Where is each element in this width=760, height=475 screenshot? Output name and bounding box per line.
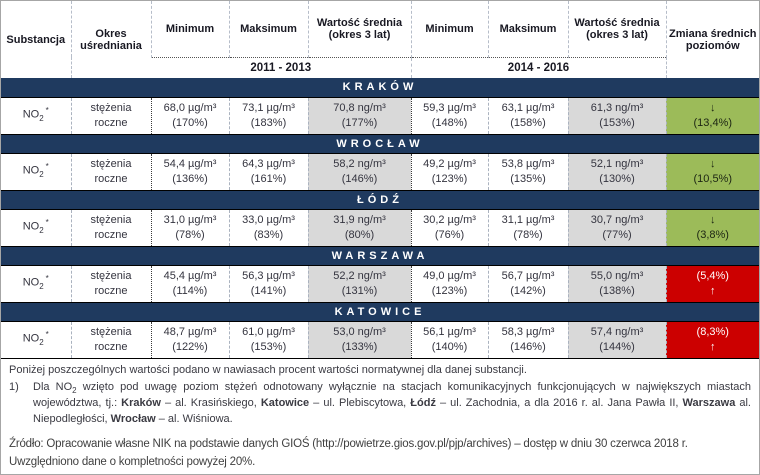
substance-cell: NO2*: [1, 152, 71, 191]
avg-2014-2016-cell: 61,3 ng/m³ (153%): [567, 96, 666, 135]
max-2011-2013-cell: 61,0 µg/m³ (153%): [228, 320, 308, 359]
averaging-period-cell: stężenia roczne: [70, 152, 151, 191]
substance-cell: NO2*: [1, 96, 71, 135]
change-pct-or-arrow: (13,4%): [693, 116, 733, 129]
data-row-katowice: NO2* stężenia roczne 48,7 µg/m³ (122%) 61…: [1, 320, 759, 359]
max-2014-2016-cell: 31,1 µg/m³ (78%): [487, 208, 568, 247]
change-pct-or-arrow: ↑: [710, 284, 716, 297]
avg-2014-2016-cell: 30,7 ng/m³ (77%): [567, 208, 666, 247]
footnote-marker: *: [45, 330, 49, 340]
col-header-maximum-1: Maksimum: [228, 1, 308, 57]
min-2011-2013-cell: 68,0 µg/m³ (170%): [150, 96, 229, 135]
col-header-average-2: Wartość średnia (okres 3 lat): [567, 1, 666, 57]
city-banner-warszawa: WARSZAWA: [1, 246, 759, 265]
avg-2011-2013-cell: 31,9 ng/m³ (80%): [307, 208, 411, 247]
city-name: ŁÓDŹ: [1, 190, 759, 209]
change-pct-or-arrow: (3,8%): [696, 228, 729, 241]
max-2011-2013-cell: 73,1 µg/m³ (183%): [228, 96, 308, 135]
year-range-2011-2013: 2011 - 2013: [151, 56, 411, 78]
percent-explanation-note: Poniżej poszczególnych wartości podano w…: [9, 363, 527, 376]
max-2011-2013-cell: 33,0 µg/m³ (83%): [228, 208, 308, 247]
data-row-wroclaw: NO2* stężenia roczne 54,4 µg/m³ (136%) 64…: [1, 152, 759, 191]
source-line-2: Uwzględniono dane o kompletności powyżej…: [9, 455, 256, 468]
col-header-minimum-2: Minimum: [410, 1, 488, 57]
col-header-maximum-2: Maksimum: [487, 1, 568, 57]
footnote-marker: *: [45, 106, 49, 116]
header-row-year-ranges: 2011 - 2013 2014 - 2016: [1, 56, 759, 78]
averaging-period-cell: stężenia roczne: [70, 320, 151, 359]
change-cell: ↓ (10,5%): [665, 152, 759, 191]
city-name: WROCŁAW: [1, 134, 759, 153]
data-row-krakow: NO2* stężenia roczne 68,0 µg/m³ (170%) 73…: [1, 96, 759, 135]
city-name: WARSZAWA: [1, 246, 759, 265]
max-2014-2016-cell: 58,3 µg/m³ (146%): [487, 320, 568, 359]
change-arrow-or-pct: ↓: [710, 101, 716, 114]
averaging-period-cell: stężenia roczne: [70, 208, 151, 247]
footnote-marker: *: [45, 162, 49, 172]
min-2011-2013-cell: 54,4 µg/m³ (136%): [150, 152, 229, 191]
change-arrow-or-pct: (8,3%): [696, 325, 729, 338]
footnote-marker: *: [45, 218, 49, 228]
min-2014-2016-cell: 59,3 µg/m³ (148%): [410, 96, 488, 135]
col-header-substance: Substancja: [1, 1, 71, 78]
year-range-2014-2016: 2014 - 2016: [410, 56, 666, 78]
source-line-1: Źródło: Opracowanie własne NIK na podsta…: [9, 438, 688, 451]
header-row-main: Substancja Okres uśredniania Minimum Mak…: [1, 1, 759, 78]
avg-2011-2013-cell: 53,0 ng/m³ (133%): [307, 320, 411, 359]
change-pct-or-arrow: (10,5%): [693, 172, 733, 185]
city-banner-lodz: ŁÓDŹ: [1, 190, 759, 209]
footnote-number: 1): [9, 380, 19, 393]
data-row-lodz: NO2* stężenia roczne 31,0 µg/m³ (78%) 33,…: [1, 208, 759, 247]
min-2011-2013-cell: 45,4 µg/m³ (114%): [150, 264, 229, 303]
col-header-change: Zmiana średnich poziomów: [665, 1, 759, 78]
max-2014-2016-cell: 63,1 µg/m³ (158%): [487, 96, 568, 135]
change-arrow-or-pct: ↓: [710, 213, 716, 226]
avg-2014-2016-cell: 52,1 ng/m³ (130%): [567, 152, 666, 191]
footnote-text: Dla NO2 wzięto pod uwagę poziom stężeń o…: [33, 380, 751, 425]
min-2014-2016-cell: 56,1 µg/m³ (140%): [410, 320, 488, 359]
change-pct-or-arrow: ↑: [710, 340, 716, 353]
data-row-warszawa: NO2* stężenia roczne 45,4 µg/m³ (114%) 56…: [1, 264, 759, 303]
max-2014-2016-cell: 53,8 µg/m³ (135%): [487, 152, 568, 191]
notes-section: Poniżej poszczególnych wartości podano w…: [1, 359, 759, 471]
change-cell: ↓ (3,8%): [665, 208, 759, 247]
max-2011-2013-cell: 64,3 µg/m³ (161%): [228, 152, 308, 191]
city-banner-krakow: KRAKÓW: [1, 78, 759, 97]
col-header-minimum-1: Minimum: [150, 1, 229, 57]
col-header-average-1: Wartość średnia (okres 3 lat): [307, 1, 411, 57]
change-arrow-or-pct: ↓: [710, 157, 716, 170]
averaging-period-cell: stężenia roczne: [70, 264, 151, 303]
change-cell: (8,3%) ↑: [665, 320, 759, 359]
city-name: KRAKÓW: [1, 78, 759, 97]
substance-cell: NO2*: [1, 264, 71, 303]
source-attribution: Źródło: Opracowanie własne NIK na podsta…: [9, 436, 751, 471]
change-cell: ↓ (13,4%): [665, 96, 759, 135]
max-2011-2013-cell: 56,3 µg/m³ (141%): [228, 264, 308, 303]
footnote-marker: *: [45, 274, 49, 284]
no2-comparison-table: Substancja Okres uśredniania Minimum Mak…: [1, 1, 759, 359]
min-2014-2016-cell: 49,2 µg/m³ (123%): [410, 152, 488, 191]
min-2011-2013-cell: 31,0 µg/m³ (78%): [150, 208, 229, 247]
col-header-averaging-period: Okres uśredniania: [70, 1, 151, 78]
avg-2014-2016-cell: 57,4 ng/m³ (144%): [567, 320, 666, 359]
avg-2011-2013-cell: 52,2 ng/m³ (131%): [307, 264, 411, 303]
min-2014-2016-cell: 49,0 µg/m³ (123%): [410, 264, 488, 303]
change-cell: (5,4%) ↑: [665, 264, 759, 303]
city-banner-katowice: KATOWICE: [1, 302, 759, 321]
avg-2014-2016-cell: 55,0 ng/m³ (138%): [567, 264, 666, 303]
change-arrow-or-pct: (5,4%): [696, 269, 729, 282]
substance-cell: NO2*: [1, 208, 71, 247]
max-2014-2016-cell: 56,7 µg/m³ (142%): [487, 264, 568, 303]
min-2014-2016-cell: 30,2 µg/m³ (76%): [410, 208, 488, 247]
avg-2011-2013-cell: 70,8 ng/m³ (177%): [307, 96, 411, 135]
avg-2011-2013-cell: 58,2 ng/m³ (146%): [307, 152, 411, 191]
averaging-period-cell: stężenia roczne: [70, 96, 151, 135]
footnote-1: 1) Dla NO2 wzięto pod uwagę poziom stęże…: [9, 380, 751, 428]
substance-cell: NO2*: [1, 320, 71, 359]
min-2011-2013-cell: 48,7 µg/m³ (122%): [150, 320, 229, 359]
city-name: KATOWICE: [1, 302, 759, 321]
city-banner-wroclaw: WROCŁAW: [1, 134, 759, 153]
